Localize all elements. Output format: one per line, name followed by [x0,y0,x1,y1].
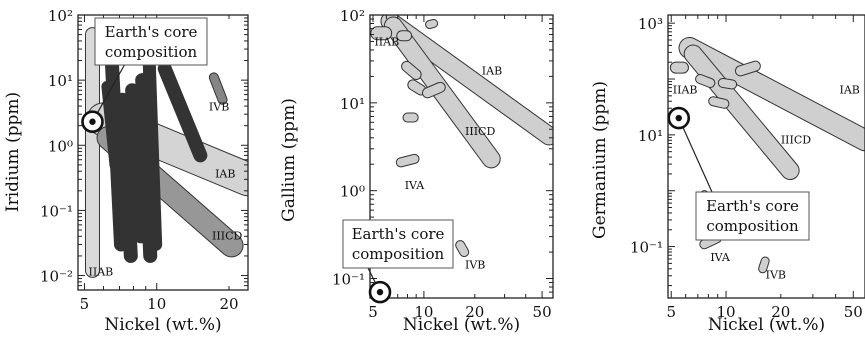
group-field-outline [142,54,163,251]
group-field [396,154,419,167]
group-field [696,75,715,87]
group-label-iiab: IIAB [89,266,114,279]
x-tick-label: 5 [368,303,378,321]
group-label-ivb: IVB [209,101,229,114]
panel-2: IAB IIICD IIAB IVA IVB 5 10 20 50 10⁻¹ 10⁰ 10¹ 10² Ni… [279,7,554,335]
group-field [759,257,769,273]
y-tick-label: 10⁰ [340,183,365,201]
x-tick-label: 5 [666,303,676,321]
group-field [456,241,469,257]
panel-1: IIAB IAB IIICD IVB 5 10 20 10⁻² 10⁻¹ 10⁰ 10¹ 10² Nic… [3,7,249,335]
earth-core-marker-dot [675,114,682,122]
x-tick-label: 10 [147,295,166,313]
y-tick-label: 10³ [638,15,663,33]
group-field [408,80,426,95]
group-field [709,97,729,108]
group-label-iiicd: IIICD [465,125,495,138]
group-label-iiicd: IIICD [212,229,242,242]
x-tick-label: 5 [80,295,90,313]
group-field [718,78,737,89]
group-field [679,37,865,151]
x-tick-label: 10 [414,303,433,321]
y-tick-label: 10¹ [638,127,663,145]
group-field-outline [157,61,208,163]
group-label-ivb: IVB [766,268,786,281]
group-field [149,61,156,245]
y-tick-label: 10² [48,7,73,25]
group-field [684,45,799,180]
y-tick-label: 10⁻¹ [332,271,365,289]
group-field [141,97,146,111]
group-field-outline [101,80,121,171]
y-tick-label: 10² [340,7,365,25]
group-label-iiab: IIAB [374,35,399,48]
y-axis-label: Gallium (ppm) [279,98,299,222]
panel-3: IAB IIICD IIAB IVA IVB 5 10 20 50 10⁻¹ 10¹ 10³ Nicke… [590,14,865,335]
callout-text-line: composition [105,43,198,61]
group-field-outline [134,91,152,117]
x-tick-label: 20 [465,303,484,321]
x-tick-label: 20 [219,295,238,313]
group-field-outline [125,83,148,244]
callout-text-line: Earth's core [706,197,799,215]
y-tick-label: 10⁻² [40,268,73,286]
y-tick-label: 10¹ [340,95,365,113]
y-tick-label: 10¹ [48,72,73,90]
x-axis-label: Nickel (wt.%) [104,315,221,335]
callout-text-line: Earth's core [352,225,445,243]
x-tick-label: 20 [771,303,790,321]
y-tick-label: 10⁻¹ [40,202,73,220]
earth-core-marker-dot [89,118,96,125]
callout-box [94,17,208,66]
callout-text-line: composition [706,217,799,235]
callout-text-line: Earth's core [105,23,198,41]
callout-box [695,191,810,241]
group-label-ivb: IVB [465,259,485,272]
group-label-iab: IAB [839,84,859,97]
callout-text-line: composition [352,245,445,263]
y-axis-label: Iridium (ppm) [3,92,23,212]
x-tick-label: 50 [844,303,863,321]
group-field [426,20,438,28]
callout-box [342,219,454,269]
x-tick-label: 50 [533,303,552,321]
group-field [402,61,421,80]
group-field [209,73,227,104]
x-tick-label: 10 [716,303,735,321]
group-label-iva: IVA [710,251,731,264]
earth-core-marker-dot [376,288,384,296]
plot-frame [77,14,249,291]
y-tick-label: 10⁻¹ [630,239,663,257]
x-axis-label: Nickel (wt.%) [403,315,520,335]
group-label-iva: IVA [405,179,426,192]
group-label-iab: IAB [215,168,235,181]
group-label-iab: IAB [482,65,502,78]
group-field [735,61,760,76]
plot-frame [369,14,554,299]
group-label-iiicd: IIICD [781,134,811,147]
group-field [422,82,445,98]
group-label-iiab: IIAB [673,84,698,97]
y-tick-label: 10⁰ [48,137,73,155]
y-axis-label: Germanium (ppm) [590,81,610,239]
plot-frame [667,14,865,299]
group-field-outline [115,92,138,263]
group-field [381,15,553,145]
group-fields [84,27,248,278]
group-fields [370,15,553,258]
callout-leader-line [678,117,713,193]
x-axis-label: Nickel (wt.%) [708,315,825,335]
